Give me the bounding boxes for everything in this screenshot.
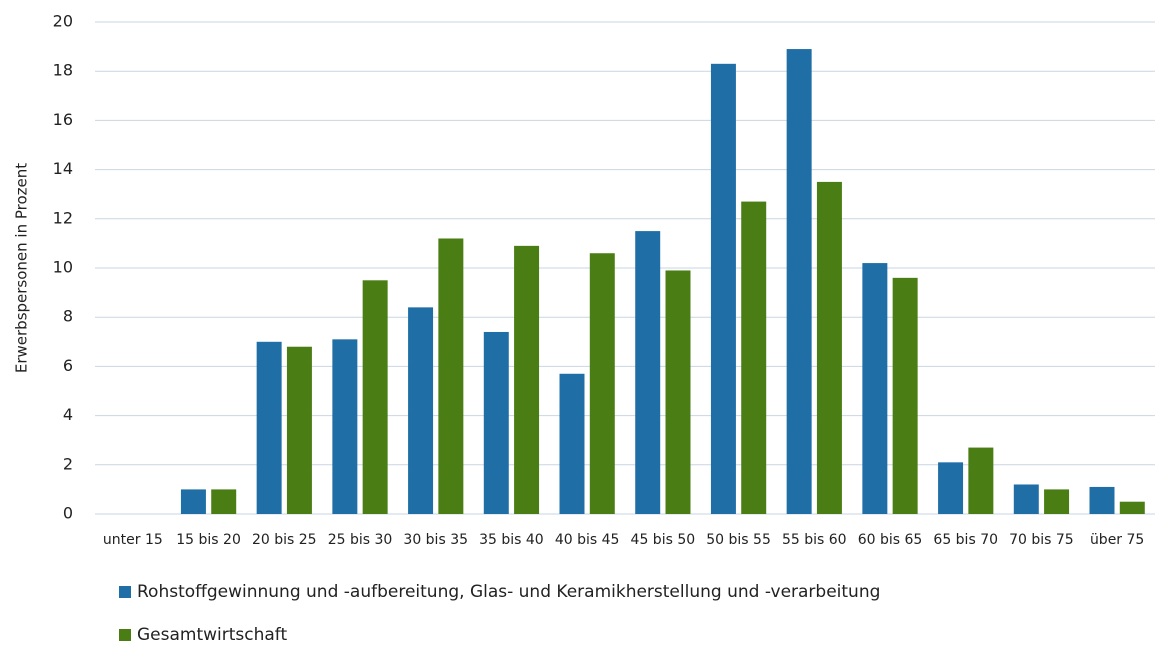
bar xyxy=(514,245,540,515)
bar xyxy=(1013,484,1039,514)
x-tick-label: 20 bis 25 xyxy=(252,532,317,548)
y-tick-label: 8 xyxy=(63,307,73,326)
bar xyxy=(1089,486,1115,514)
bar xyxy=(286,346,312,514)
y-tick-label: 10 xyxy=(53,258,73,277)
y-tick-label: 0 xyxy=(63,504,73,523)
y-tick-label: 4 xyxy=(63,405,73,424)
bar xyxy=(1044,489,1070,514)
bar xyxy=(862,263,888,514)
x-tick-label: 50 bis 55 xyxy=(706,532,771,548)
y-tick-label: 2 xyxy=(63,454,73,473)
bar xyxy=(211,489,237,514)
bar xyxy=(938,462,964,514)
x-tick-label: 65 bis 70 xyxy=(933,532,998,548)
x-tick-label: unter 15 xyxy=(103,532,163,548)
y-axis-label: Erwerbspersonen in Prozent xyxy=(13,163,31,373)
bar xyxy=(786,49,812,515)
y-tick-label: 20 xyxy=(53,12,73,31)
legend-swatch xyxy=(119,629,131,641)
bar xyxy=(332,339,358,514)
bar xyxy=(635,231,661,514)
bar xyxy=(816,181,842,514)
y-tick-label: 16 xyxy=(53,110,73,129)
x-tick-label: 30 bis 35 xyxy=(403,532,468,548)
bar xyxy=(559,373,585,514)
x-tick-label: 55 bis 60 xyxy=(782,532,847,548)
x-tick-label: 70 bis 75 xyxy=(1009,532,1074,548)
bar xyxy=(362,280,388,514)
x-tick-label: 40 bis 45 xyxy=(555,532,620,548)
x-tick-label: 15 bis 20 xyxy=(176,532,241,548)
bar xyxy=(665,270,691,514)
bar xyxy=(408,307,434,514)
y-tick-label: 12 xyxy=(53,208,73,227)
bar xyxy=(589,253,615,515)
bar xyxy=(710,63,736,514)
bar xyxy=(892,277,918,514)
y-tick-label: 18 xyxy=(53,61,73,80)
y-tick-label: 6 xyxy=(63,356,73,375)
legend-swatch xyxy=(119,586,131,598)
bar xyxy=(1119,501,1145,514)
x-tick-label: 25 bis 30 xyxy=(328,532,393,548)
x-tick-label: 35 bis 40 xyxy=(479,532,544,548)
y-tick-label: 14 xyxy=(53,159,73,178)
bar xyxy=(968,447,994,514)
legend-label: Gesamtwirtschaft xyxy=(137,625,287,645)
bar xyxy=(438,238,464,515)
x-tick-label: 60 bis 65 xyxy=(858,532,923,548)
bar xyxy=(483,331,509,514)
legend-label: Rohstoffgewinnung und -aufbereitung, Gla… xyxy=(137,582,880,602)
bar xyxy=(741,201,767,514)
x-tick-label: über 75 xyxy=(1090,532,1144,548)
x-tick-label: 45 bis 50 xyxy=(631,532,696,548)
bar xyxy=(256,341,282,514)
bar xyxy=(180,489,206,514)
